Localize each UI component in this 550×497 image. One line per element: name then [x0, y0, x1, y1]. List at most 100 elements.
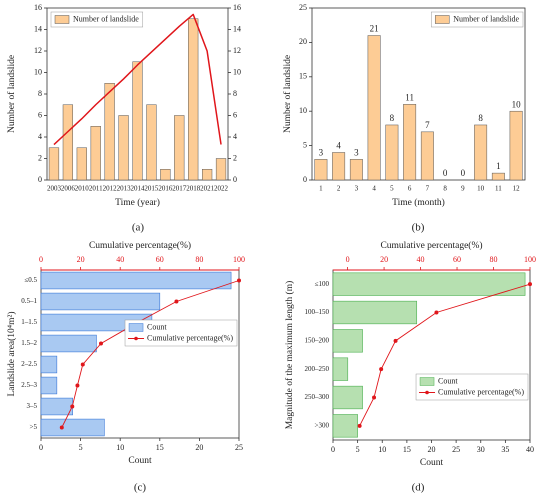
y-tick-label: 100–150 [305, 308, 330, 316]
x-tick-label: 5 [79, 443, 83, 452]
legend-label: Cumulative percentage(%) [438, 387, 524, 396]
bar [118, 115, 129, 181]
legend-box [415, 373, 529, 401]
x-tick-label: 2016 [158, 185, 173, 193]
y-tick-label: 5 [303, 140, 307, 149]
y-tick-label: 250–300 [305, 393, 330, 401]
x-tick-label: 25 [452, 445, 460, 454]
legend-box [124, 319, 238, 347]
data-label: 0 [443, 168, 448, 178]
x-tick-label: 2018 [186, 185, 201, 193]
y-tick-label: 10 [299, 106, 307, 115]
x-tick-label: 0 [39, 443, 43, 452]
y2-tick-label: 2 [233, 153, 237, 162]
y-tick-label: 1.5–2 [21, 339, 37, 347]
y-tick-label: 0 [303, 175, 307, 184]
x-tick-label: 1 [319, 185, 323, 193]
y-tick-label: >300 [315, 421, 330, 429]
x-tick-label: 5 [356, 445, 360, 454]
line-marker [379, 367, 384, 372]
y-tick-label: 0.5–1 [21, 297, 37, 305]
x-tick-label: 10 [378, 445, 386, 454]
data-label: 0 [461, 168, 466, 178]
bar [40, 334, 97, 353]
bar [332, 385, 363, 410]
data-label: 21 [370, 24, 379, 34]
line-marker [59, 425, 64, 430]
x-tick-label: 2010 [75, 185, 90, 193]
y-tick-label: 8 [38, 89, 42, 98]
bar [474, 124, 488, 181]
bar [146, 104, 157, 181]
y2-tick-label: 4 [233, 132, 237, 141]
y-tick-label: 20 [299, 37, 307, 46]
y-axis-title: Number of landslide [6, 55, 17, 133]
y-tick-label: 6 [38, 110, 42, 119]
bar [491, 172, 505, 181]
x2-tick-label: 20 [77, 255, 85, 264]
y-tick-label: 150–200 [305, 336, 330, 344]
x-tick-label: 2014 [131, 185, 146, 193]
y2-tick-label: 12 [233, 46, 241, 55]
y-tick-label: ≤100 [315, 280, 330, 288]
line-marker [372, 395, 377, 400]
data-label: 3 [319, 147, 324, 157]
x-tick-label: 15 [156, 443, 164, 452]
y-axis-title: Number of landslide [282, 55, 293, 133]
bar [48, 147, 60, 181]
x2-tick-label: 60 [453, 255, 461, 264]
bar [332, 414, 358, 438]
trend-line [53, 13, 222, 146]
bar [40, 397, 73, 416]
data-label: 10 [512, 99, 522, 109]
x-tick-label: 6 [408, 185, 412, 193]
x-tick-label: 7 [426, 185, 430, 193]
x-tick-label: 2021 [200, 185, 215, 193]
x-tick-label: 2006 [61, 185, 76, 193]
line-marker [98, 341, 103, 346]
line-marker [434, 310, 439, 315]
y-tick-label: 25 [299, 3, 307, 12]
bar [332, 300, 418, 325]
x2-tick-label: 60 [156, 255, 164, 264]
bar [62, 104, 74, 181]
bar [349, 159, 363, 181]
caption: (c) [134, 482, 147, 494]
x-tick-label: 25 [235, 443, 243, 452]
y-tick-label: 14 [34, 24, 42, 33]
bar [201, 169, 213, 181]
x-axis-title: Count [420, 458, 444, 468]
data-label: 3 [354, 147, 359, 157]
legend-swatch [128, 323, 144, 332]
x-axis-title: Count [128, 456, 152, 466]
x-tick-label: 3 [355, 185, 359, 193]
legend-label: Number of landslide [73, 14, 139, 23]
data-label: 8 [390, 113, 395, 123]
legend-swatch [134, 336, 138, 341]
bar [332, 329, 363, 353]
bar [215, 158, 227, 181]
x-tick-label: 12 [513, 185, 521, 193]
bar [367, 35, 381, 181]
line-marker [237, 278, 241, 283]
line-marker [393, 338, 398, 343]
legend-label: Count [438, 376, 458, 385]
x-tick-label: 2003 [47, 185, 62, 193]
bar [385, 124, 399, 181]
y-tick-label: 3–5 [27, 402, 38, 410]
x-tick-label: 10 [116, 443, 124, 452]
line-marker [70, 404, 75, 409]
y-tick-label: 1–1.5 [21, 318, 37, 326]
y2-tick-label: 6 [233, 110, 237, 119]
data-label: 7 [425, 120, 430, 130]
x2-tick-label: 20 [380, 255, 388, 264]
x2-tick-label: 100 [233, 255, 245, 264]
y2-tick-label: 10 [233, 67, 241, 76]
x-tick-label: 20 [428, 445, 436, 454]
line-marker [80, 362, 85, 367]
x-tick-label: 8 [443, 185, 447, 193]
y-tick-label: 15 [299, 72, 307, 81]
bar [420, 131, 434, 181]
bar [332, 152, 346, 181]
